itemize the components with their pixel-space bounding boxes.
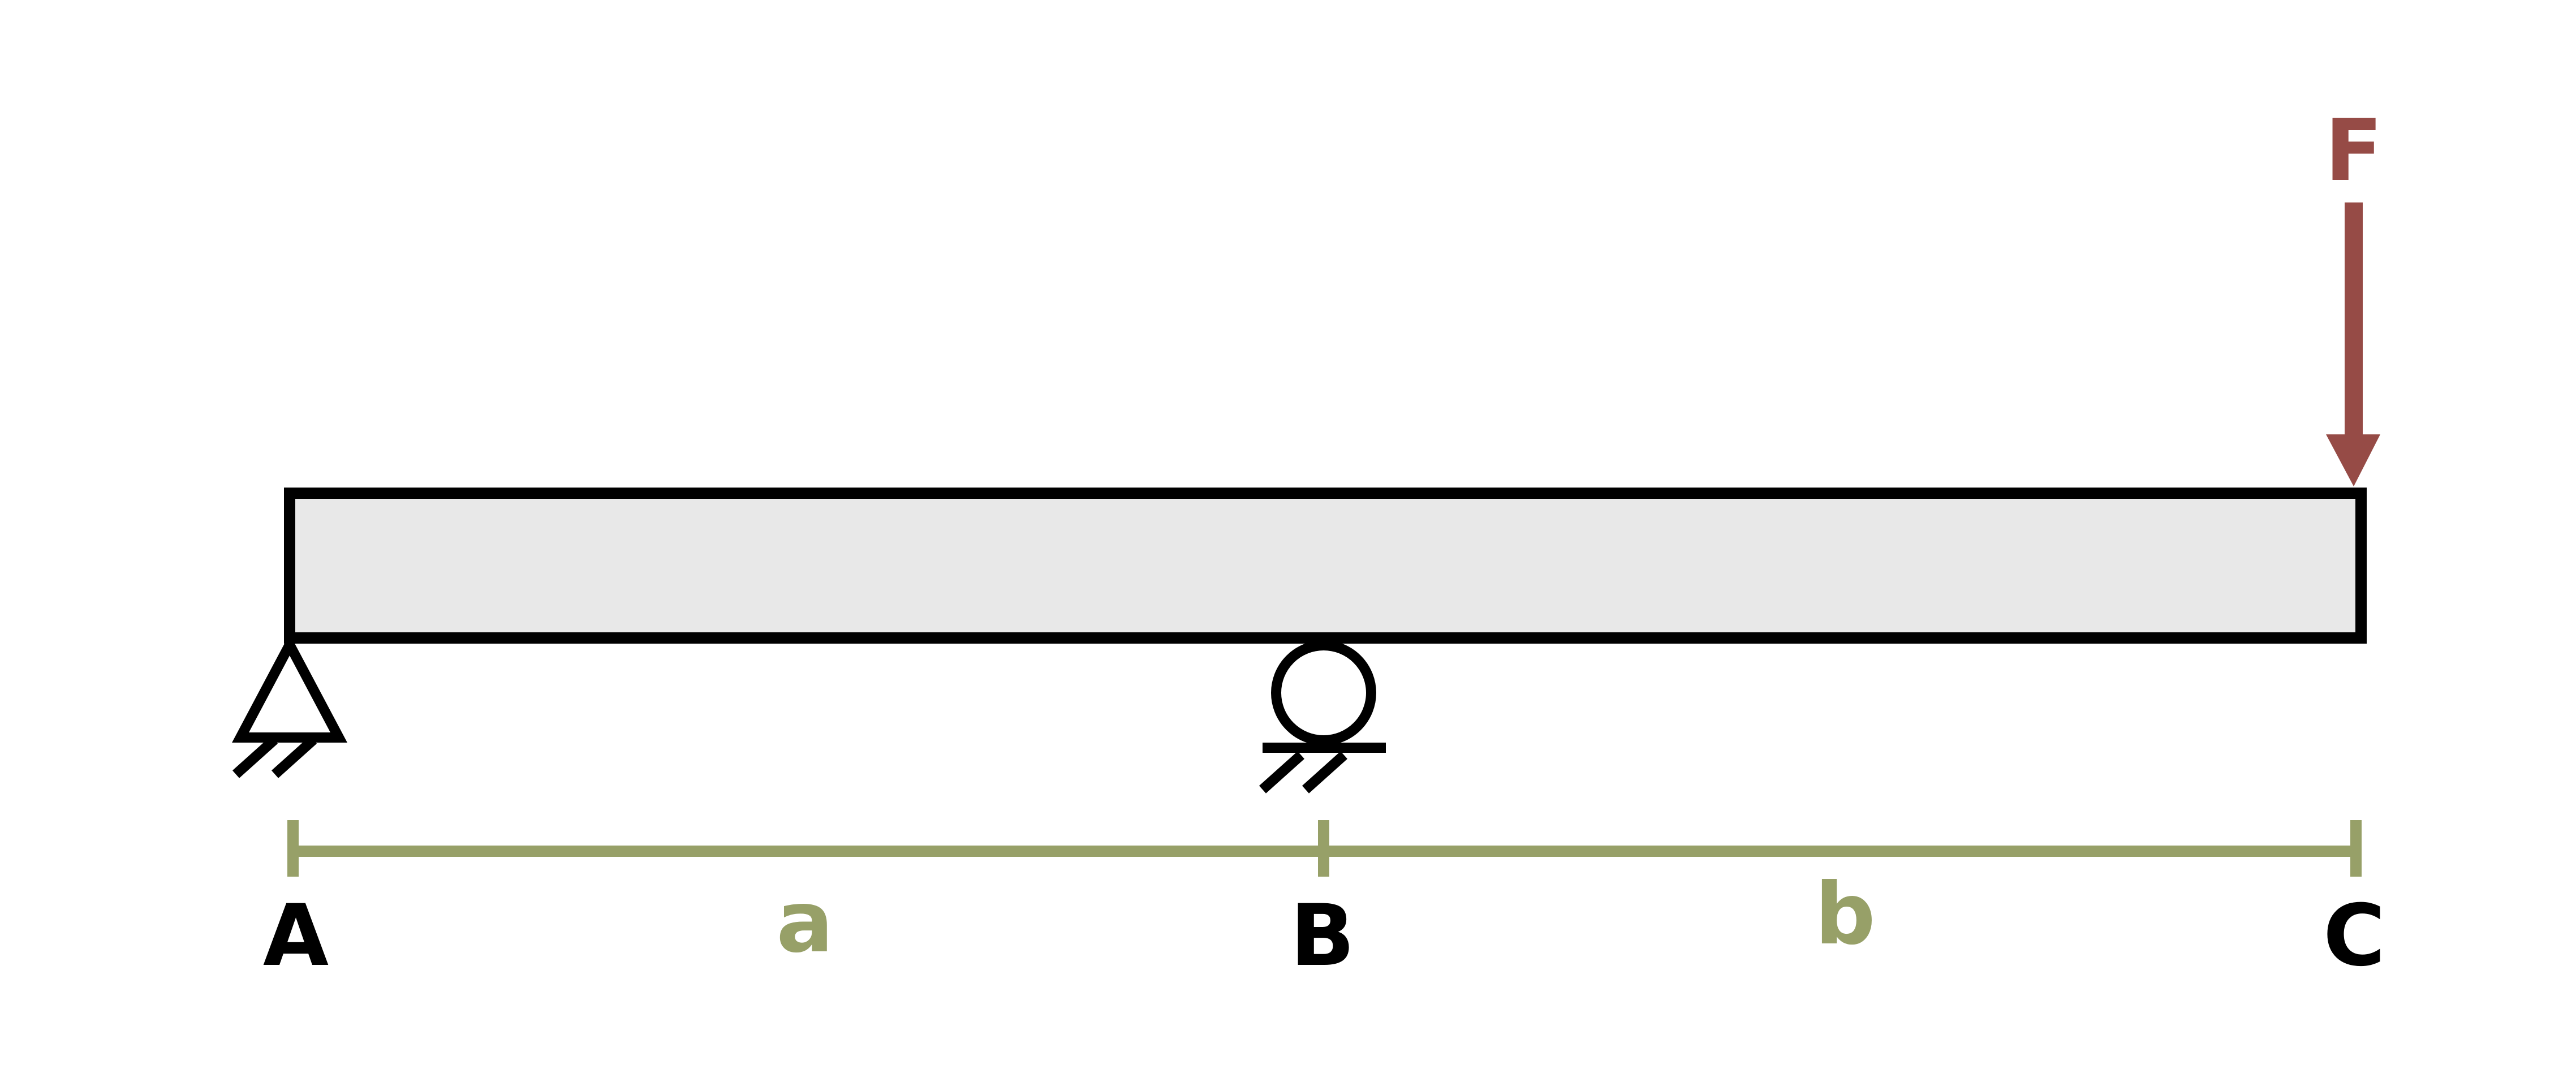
pin-support-icon bbox=[232, 633, 347, 778]
point-label-b: B bbox=[1290, 887, 1355, 985]
point-label-a: A bbox=[263, 887, 329, 985]
dimension-label-b: b bbox=[1815, 865, 1875, 964]
point-label-c: C bbox=[2323, 887, 2385, 985]
dimension-line bbox=[287, 820, 2362, 877]
dimension-label-a: a bbox=[776, 873, 833, 972]
beam bbox=[284, 488, 2367, 644]
load-arrow-icon bbox=[2326, 202, 2380, 486]
roller-support-icon bbox=[1259, 640, 1386, 794]
load-label: F bbox=[2325, 102, 2383, 200]
